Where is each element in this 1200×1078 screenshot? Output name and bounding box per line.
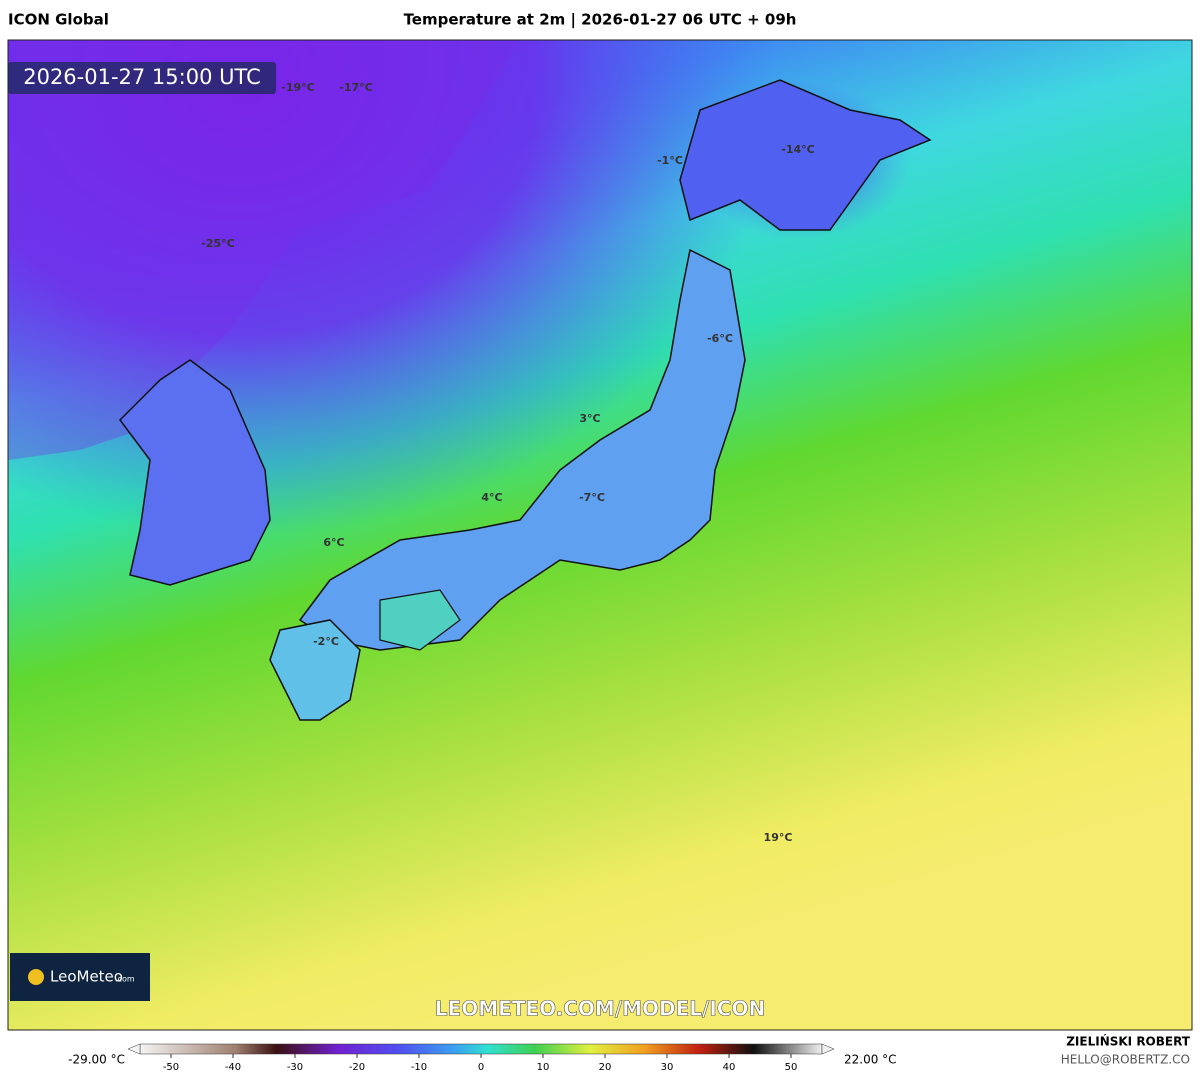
- map-label: 19°C: [764, 831, 793, 844]
- colorbar-tick-label: -50: [163, 1062, 179, 1073]
- colorbar-extend: [127, 1043, 141, 1055]
- colorbar-tick-label: -30: [287, 1062, 303, 1073]
- colorbar-extend: [821, 1043, 835, 1055]
- shikoku: [379, 589, 461, 651]
- map-label: -2°C: [313, 635, 339, 648]
- model-name: ICON Global: [8, 11, 109, 29]
- map-label: -19°C: [281, 81, 314, 94]
- honshu: [298, 248, 746, 651]
- colorbar-tick-label: 30: [661, 1062, 674, 1073]
- colorbar-tick-label: -20: [349, 1062, 365, 1073]
- map-label: -1°C: [657, 154, 683, 167]
- colorbar-tick-label: -40: [225, 1062, 241, 1073]
- korea: [119, 359, 271, 586]
- colorbar-max: 22.00 °C: [844, 1053, 897, 1067]
- title: Temperature at 2m | 2026-01-27 06 UTC + …: [404, 11, 797, 30]
- map-label: -25°C: [201, 237, 234, 250]
- colorbar-tick-label: 50: [785, 1062, 798, 1073]
- email: HELLO@ROBERTZ.CO: [1061, 1053, 1190, 1067]
- logo-suffix: .com: [115, 975, 135, 984]
- hokkaido: [679, 79, 932, 231]
- continent: [8, 40, 520, 460]
- map-label: 4°C: [481, 491, 502, 504]
- colorbar-min: -29.00 °C: [68, 1053, 125, 1067]
- timestamp-box: [8, 62, 276, 94]
- colorbar-tick-label: 20: [599, 1062, 612, 1073]
- map-label: -7°C: [579, 491, 605, 504]
- map-frame: [7, 39, 1193, 1031]
- colorbar-tick-label: 0: [478, 1062, 484, 1073]
- map: 2026-01-27 15:00 UTC -19°C -17°C -25°C -…: [7, 39, 1193, 1031]
- author: ZIELIŃSKI ROBERT: [1066, 1034, 1191, 1049]
- map-label: -17°C: [339, 81, 372, 94]
- kyushu: [269, 619, 361, 721]
- map-label: 3°C: [579, 412, 600, 425]
- colorbar-bar: [139, 1043, 823, 1055]
- timestamp: 2026-01-27 15:00 UTC: [23, 65, 261, 89]
- colorbar-tick-label: -10: [411, 1062, 427, 1073]
- map-label: -6°C: [707, 332, 733, 345]
- logo-name: LeoMeteo: [50, 968, 123, 986]
- colorbar-tick-label: 10: [537, 1062, 550, 1073]
- logo-sun: [28, 969, 44, 985]
- watermark: LEOMETEO.COM/MODEL/ICON: [435, 997, 765, 1021]
- colorbar-tick-label: 40: [723, 1062, 736, 1073]
- map-label: -14°C: [781, 143, 814, 156]
- map-label: 6°C: [323, 536, 344, 549]
- colorbar: -29.00 °C 22.00 °C -50 -40 -30 -20 -10 0 10 20 3…: [68, 1043, 897, 1073]
